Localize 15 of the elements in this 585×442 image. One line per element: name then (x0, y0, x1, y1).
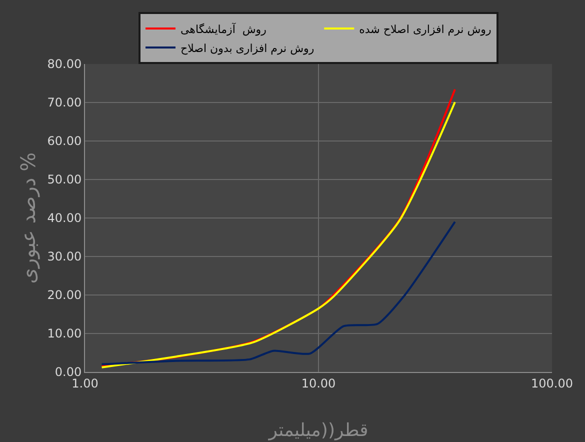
y-axis-title: درصد عبوری % (16, 152, 40, 284)
y-tick-label: 10.00 (47, 326, 82, 341)
x-axis-title: قطر((میلیمتر (268, 420, 368, 441)
y-tick-label: 60.00 (47, 134, 82, 148)
y-tick-label: 30.00 (47, 250, 82, 264)
legend-label: روش نرم افزاری بدون اصلاح (180, 42, 314, 55)
x-tick-label: 10.00 (301, 376, 336, 390)
y-tick-label: 70.00 (47, 96, 82, 110)
y-tick-label: 40.00 (47, 211, 82, 226)
y-tick-label: 80.00 (47, 57, 82, 72)
y-tick-label: 20.00 (47, 288, 82, 302)
x-tick-label: 100.00 (531, 376, 573, 390)
legend-label: روش نرم افزاری اصلاح شده (359, 22, 492, 36)
legend-label: روش آزمایشگاهی (180, 22, 266, 36)
y-tick-label: 50.00 (47, 172, 82, 187)
